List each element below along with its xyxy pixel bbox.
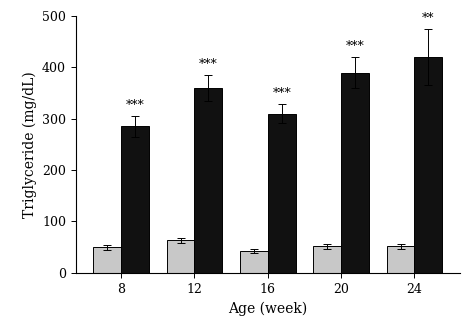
- Text: **: **: [422, 12, 435, 25]
- X-axis label: Age (week): Age (week): [228, 301, 308, 316]
- Bar: [167, 240, 194, 273]
- Y-axis label: Triglyceride (mg/dL): Triglyceride (mg/dL): [22, 71, 36, 218]
- Bar: [341, 73, 369, 273]
- Bar: [313, 246, 341, 273]
- Bar: [194, 88, 222, 273]
- Bar: [121, 126, 149, 273]
- Bar: [240, 251, 268, 273]
- Bar: [387, 246, 414, 273]
- Bar: [414, 57, 442, 273]
- Bar: [268, 114, 296, 273]
- Text: ***: ***: [199, 58, 218, 71]
- Text: ***: ***: [126, 99, 145, 112]
- Text: ***: ***: [346, 40, 365, 53]
- Text: ***: ***: [273, 87, 291, 100]
- Bar: [93, 247, 121, 273]
